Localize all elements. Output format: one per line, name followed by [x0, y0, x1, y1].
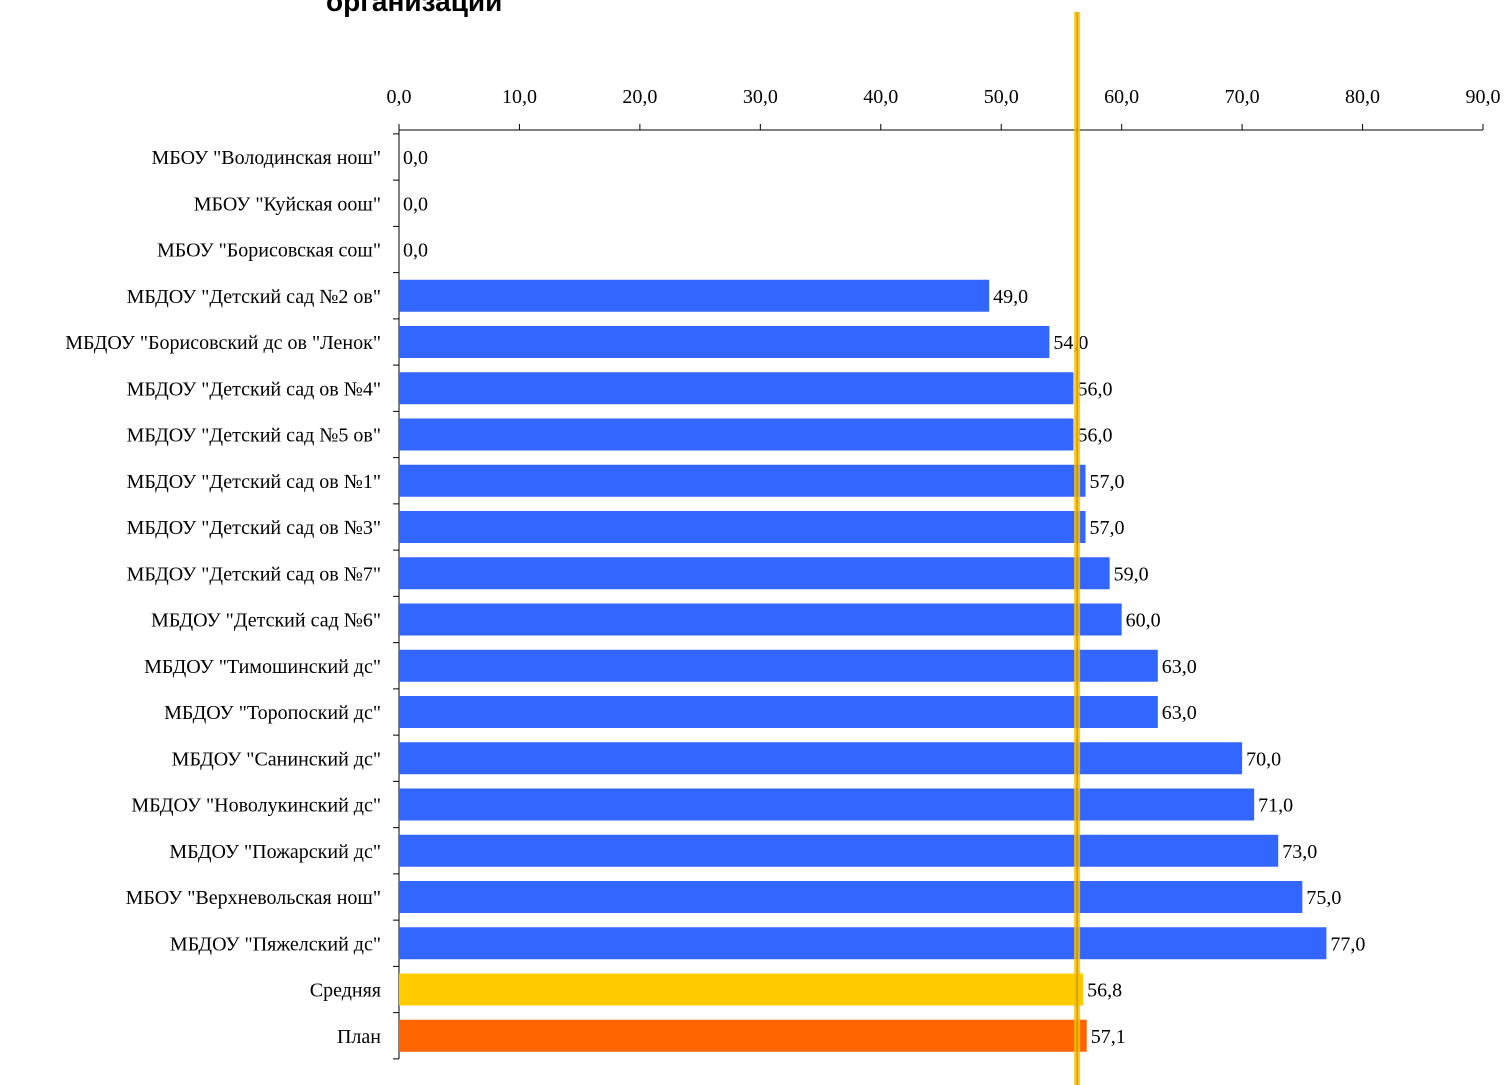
- data-label: 57,0: [1090, 517, 1125, 539]
- category-label: МБДОУ "Детский сад ов №3": [127, 517, 381, 539]
- data-label: 63,0: [1162, 702, 1197, 724]
- bars-group: [399, 279, 1327, 1052]
- bar: [399, 511, 1086, 543]
- category-label: МБДОУ "Пяжелский дс": [170, 933, 381, 955]
- bar: [399, 326, 1050, 358]
- x-tick-label: 30,0: [743, 86, 778, 108]
- bar: [399, 603, 1122, 636]
- category-label: МБДОУ "Борисовский дс ов "Ленок": [65, 332, 381, 354]
- data-label: 70,0: [1246, 748, 1281, 770]
- category-label: Средняя: [310, 980, 381, 1002]
- category-label: МБДОУ "Детский сад ов №4": [127, 378, 381, 400]
- x-tick-label: 50,0: [984, 86, 1019, 108]
- data-label: 73,0: [1282, 841, 1317, 863]
- category-label: МБДОУ "Детский сад ов №1": [127, 471, 381, 493]
- data-label: 75,0: [1306, 887, 1341, 909]
- x-tick-label: 10,0: [502, 86, 537, 108]
- bar: [399, 696, 1158, 728]
- bar: [399, 881, 1303, 913]
- bar: [399, 418, 1074, 451]
- labels-group: МБОУ "Володинская нош" 0,0 МБОУ "Куйская о…: [65, 147, 1365, 1048]
- x-tick-label: 0,0: [387, 86, 412, 108]
- bar: [399, 788, 1255, 821]
- data-label: 56,0: [1077, 378, 1112, 400]
- data-label: 59,0: [1114, 563, 1149, 585]
- data-label: 49,0: [993, 286, 1028, 308]
- data-label: 56,0: [1077, 425, 1112, 447]
- category-label: МБДОУ "Детский сад №6": [151, 610, 381, 632]
- category-label: МБДОУ "Пожарский дс": [169, 841, 381, 863]
- bar: [399, 927, 1327, 960]
- category-label: План: [337, 1026, 381, 1048]
- data-label: 54,0: [1053, 332, 1088, 354]
- data-label: 71,0: [1258, 795, 1293, 817]
- category-label: МБДОУ "Тимошинский дс": [144, 656, 381, 678]
- data-label: 0,0: [403, 240, 428, 262]
- category-label: МБДОУ "Новолукинский дс": [131, 795, 381, 817]
- category-label: МБДОУ "Детский сад №2 ов": [127, 286, 381, 308]
- category-label: МБОУ "Борисовская сош": [157, 240, 381, 262]
- data-label: 57,1: [1091, 1026, 1126, 1048]
- category-label: МБДОУ "Санинский дс": [172, 748, 381, 770]
- category-label: МБОУ "Куйская оош": [194, 193, 381, 215]
- bar: [399, 1019, 1087, 1052]
- category-label: МБОУ "Верхневольская нош": [126, 887, 381, 909]
- bar: [399, 464, 1086, 497]
- bar: [399, 372, 1074, 405]
- data-label: 77,0: [1330, 933, 1365, 955]
- data-label: 63,0: [1162, 656, 1197, 678]
- category-label: МБОУ "Володинская нош": [152, 147, 381, 169]
- data-label: 60,0: [1126, 610, 1161, 632]
- data-label: 56,8: [1087, 980, 1122, 1002]
- x-tick-label: 80,0: [1345, 86, 1380, 108]
- data-label: 0,0: [403, 193, 428, 215]
- bar: [399, 279, 990, 312]
- chart-title: организаций: [326, 0, 502, 17]
- bar: [399, 834, 1279, 867]
- bar: [399, 742, 1243, 775]
- x-tick-label: 60,0: [1104, 86, 1139, 108]
- data-label: 57,0: [1090, 471, 1125, 493]
- x-tick-label: 20,0: [622, 86, 657, 108]
- x-tick-label: 40,0: [863, 86, 898, 108]
- x-axis: 0,0 10,0 20,0 30,0 40,0 50,0 60,0 70,0 80,0 90,0: [387, 86, 1501, 1060]
- bar: [399, 557, 1110, 590]
- category-label: МБДОУ "Детский сад №5 ов": [127, 425, 381, 447]
- category-label: МБДОУ "Детский сад ов №7": [127, 563, 381, 585]
- category-label: МБДОУ "Торопоский дс": [164, 702, 381, 724]
- bar: [399, 649, 1158, 682]
- bar: [399, 973, 1084, 1006]
- x-tick-label: 90,0: [1466, 86, 1501, 108]
- x-tick-label: 70,0: [1225, 86, 1260, 108]
- data-label: 0,0: [403, 147, 428, 169]
